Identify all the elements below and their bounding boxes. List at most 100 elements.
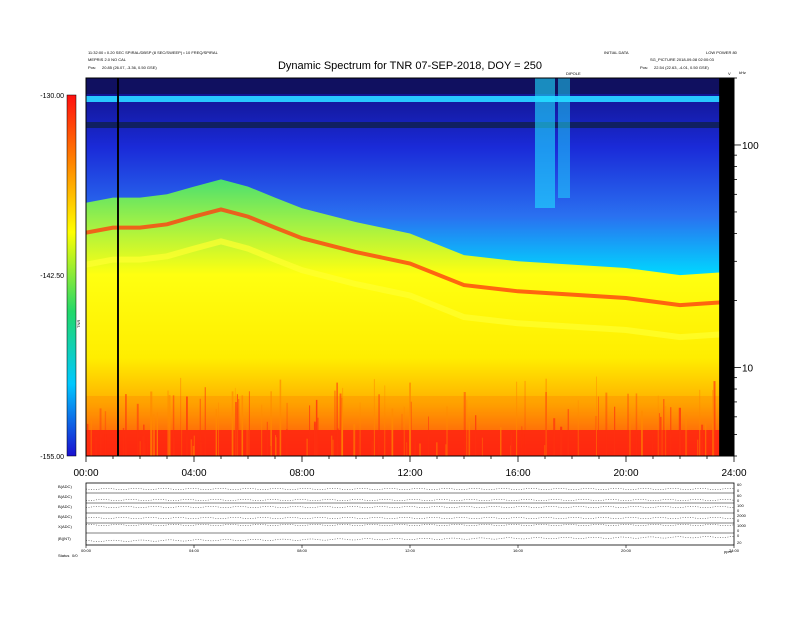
colorbar-tick-mid: -142.50 — [40, 273, 64, 280]
noise-spike — [627, 393, 629, 456]
noise-spike — [275, 437, 277, 456]
noise-spike — [172, 395, 175, 456]
status-value: 0/0 — [72, 553, 78, 558]
colorbar-tick-top: -130.00 — [40, 93, 64, 100]
lower-row-label-3: B(ADC) — [58, 504, 72, 509]
header-right-line1: INITIAL DATA — [604, 50, 629, 55]
noise-spike — [510, 432, 513, 456]
noise-spike — [419, 443, 421, 456]
lower-time-axis: 00:00 04:00 08:00 12:00 16:00 20:00 24:00 — [81, 545, 740, 553]
noise-spike — [614, 406, 616, 456]
noise-spike — [246, 412, 248, 456]
noise-spike — [712, 390, 715, 456]
noise-spike — [373, 379, 375, 456]
noise-spike — [384, 385, 386, 456]
lower-time-tick-label: 16:00 — [513, 548, 524, 553]
lower-value-5a: 1000 — [737, 523, 747, 528]
noise-spike — [200, 442, 203, 456]
noise-spike — [235, 402, 237, 456]
noise-spike — [463, 392, 466, 456]
noise-spike — [560, 426, 563, 456]
lower-value-3b: 0 — [737, 508, 740, 513]
lower-time-tick-label: 24:00 — [729, 548, 740, 553]
noise-spike — [516, 381, 518, 456]
noise-spike — [331, 435, 333, 456]
noise-spike — [150, 391, 153, 456]
noise-spike — [315, 399, 318, 456]
lower-panel-trace — [85, 517, 735, 519]
noise-spike — [186, 396, 188, 456]
lower-value-6a: 0 — [737, 533, 740, 538]
noise-spike — [193, 435, 195, 456]
noise-spike — [545, 392, 547, 456]
noise-spike — [317, 417, 319, 456]
lower-value-5b: 0 — [737, 528, 740, 533]
noise-spike — [678, 407, 681, 456]
noise-spike — [670, 407, 672, 456]
chart-title: Dynamic Spectrum for TNR 07-SEP-2018, DO… — [278, 60, 542, 72]
time-tick-label: 12:00 — [397, 468, 422, 479]
noise-spike — [699, 389, 701, 456]
lower-value-4a: 2000 — [737, 513, 747, 518]
noise-spike — [90, 420, 92, 456]
noise-spike — [475, 415, 477, 456]
noise-spike — [306, 438, 308, 456]
lower-row-label-4: B(ADC) — [58, 514, 72, 519]
noise-spike — [410, 401, 412, 456]
header-left-pos-value: 20.85 (26.07, -3.36, 0.50 GSE) — [102, 65, 157, 70]
noise-spike — [275, 435, 276, 456]
lower-panels: B(ADC) B(ADC) B(ADC) B(ADC) X(ADC) |B|(N… — [58, 482, 747, 558]
noise-spike — [332, 439, 334, 456]
noise-spike — [104, 411, 107, 456]
header-marker: V — [728, 71, 731, 76]
noise-spike — [544, 445, 546, 456]
lower-panel-trace — [85, 488, 735, 490]
header-right-line3: SG_PICTURE 2018-09-08 02:00:03 — [650, 57, 715, 62]
noise-spike — [341, 398, 343, 456]
noise-spike — [605, 392, 608, 456]
emission-ridge — [86, 207, 734, 308]
noise-spike — [167, 390, 170, 456]
noise-spike — [598, 396, 599, 456]
time-tick-label: 24:00 — [721, 468, 746, 479]
noise-spike — [701, 424, 704, 456]
noise-spike — [567, 409, 569, 456]
noise-spike — [445, 444, 447, 456]
noise-spike — [143, 424, 145, 456]
noise-spike — [190, 439, 193, 456]
noise-spike — [142, 436, 144, 456]
noise-spike — [524, 380, 526, 456]
header-left-pos-label: Pos: — [88, 65, 96, 70]
frequency-axis: 10 100 — [734, 77, 759, 457]
noise-spike — [403, 406, 405, 456]
noise-spike — [500, 427, 502, 456]
noise-spike — [334, 390, 336, 456]
footer-right-label: ppm — [724, 549, 732, 554]
data-gap-2 — [719, 78, 734, 456]
noise-spike — [713, 381, 716, 456]
noise-spike — [144, 442, 146, 456]
lower-panel-trace — [85, 499, 735, 501]
noise-spike — [336, 382, 338, 456]
header-right-line2: LOW POWER 80 — [706, 50, 738, 55]
noise-spike — [215, 409, 217, 456]
time-tick-label: 00:00 — [73, 468, 98, 479]
lower-value-1b: 0 — [737, 488, 740, 493]
noise-spike — [339, 393, 342, 456]
noise-spike — [665, 406, 667, 456]
noise-spike — [481, 437, 483, 456]
lower-row-label-6: |B|(NT) — [58, 536, 71, 541]
noise-spike — [353, 424, 356, 456]
noise-spike — [545, 378, 547, 456]
noise-spike — [428, 416, 429, 456]
noise-spike — [658, 413, 660, 456]
frequency-tick-label: 10 — [742, 363, 754, 374]
noise-spike — [577, 400, 579, 456]
lower-row-label-5: X(ADC) — [58, 524, 72, 529]
noise-spike — [218, 402, 219, 456]
time-axis: 00:00 04:00 08:00 12:00 16:00 20:00 24:00 — [73, 456, 747, 479]
noise-spike — [181, 423, 183, 456]
noise-spike — [146, 436, 148, 456]
